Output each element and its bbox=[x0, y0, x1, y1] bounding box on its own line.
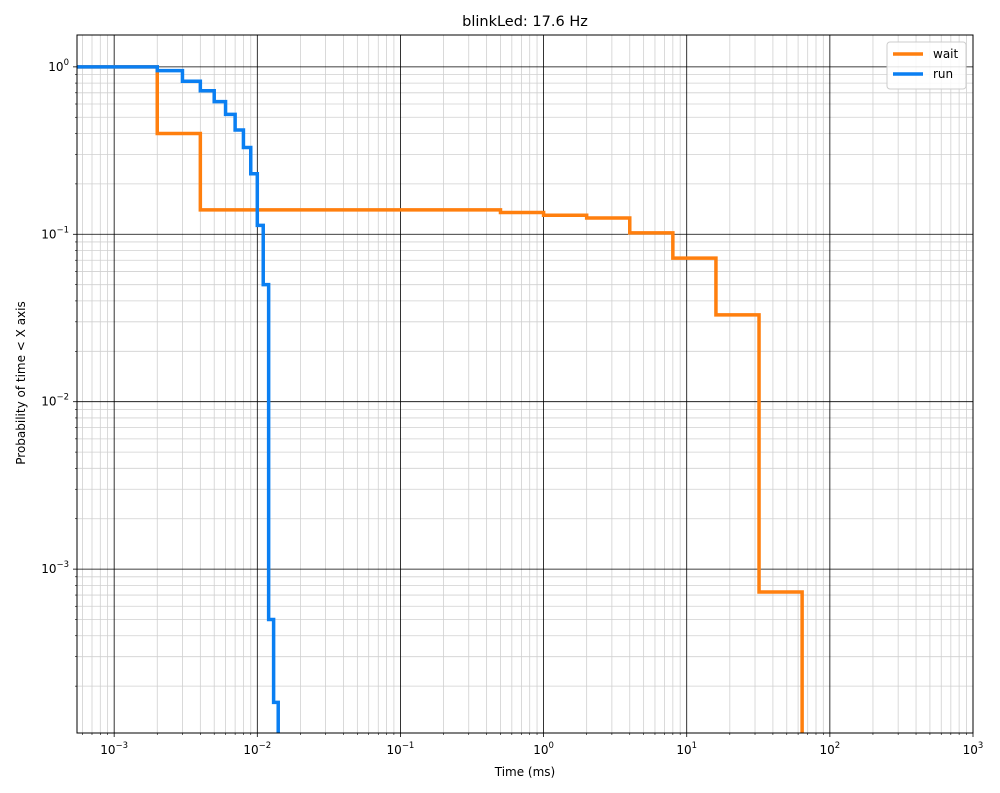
y-tick-base: 10 bbox=[41, 395, 56, 409]
chart-title: blinkLed: 17.6 Hz bbox=[462, 14, 588, 30]
x-tick-label: 103 bbox=[963, 741, 984, 757]
series-line-run bbox=[77, 65, 280, 733]
x-tick-base: 10 bbox=[820, 743, 835, 757]
x-tick-base: 10 bbox=[387, 743, 402, 757]
series-layer bbox=[77, 65, 804, 733]
y-tick-exponent: −1 bbox=[56, 225, 69, 235]
x-tick-exponent: 2 bbox=[835, 741, 840, 751]
y-tick-label: 10−1 bbox=[41, 225, 69, 241]
plot-frame bbox=[76, 34, 974, 734]
x-tick-label: 10−2 bbox=[243, 741, 271, 757]
y-tick-base: 10 bbox=[48, 60, 63, 74]
x-tick-label: 100 bbox=[533, 741, 554, 757]
x-tick-base: 10 bbox=[676, 743, 691, 757]
legend: wait run bbox=[886, 41, 967, 90]
x-tick-label: 101 bbox=[676, 741, 697, 757]
x-tick-exponent: −1 bbox=[402, 741, 415, 751]
legend-label-wait: wait bbox=[933, 47, 959, 61]
x-tick-base: 10 bbox=[243, 743, 258, 757]
y-tick-label: 10−3 bbox=[41, 560, 69, 576]
y-tick-exponent: 0 bbox=[64, 58, 69, 68]
x-tick-label: 10−1 bbox=[387, 741, 415, 757]
y-tick-base: 10 bbox=[41, 562, 56, 576]
x-tick-base: 10 bbox=[533, 743, 548, 757]
y-tick-exponent: −3 bbox=[56, 560, 69, 570]
x-axis-label: Time (ms) bbox=[494, 765, 556, 779]
x-tick-exponent: −2 bbox=[259, 741, 272, 751]
tick-marks bbox=[73, 66, 974, 737]
legend-label-run: run bbox=[933, 67, 953, 81]
x-tick-label: 10−3 bbox=[100, 741, 128, 757]
x-tick-exponent: 1 bbox=[692, 741, 697, 751]
major-gridlines bbox=[77, 35, 974, 733]
x-tick-exponent: 3 bbox=[978, 741, 983, 751]
x-tick-base: 10 bbox=[100, 743, 115, 757]
y-axis-label: Probability of time < X axis bbox=[14, 301, 28, 465]
y-tick-exponent: −2 bbox=[56, 393, 69, 403]
y-tick-base: 10 bbox=[41, 227, 56, 241]
x-tick-base: 10 bbox=[963, 743, 978, 757]
y-tick-label: 10−2 bbox=[41, 393, 69, 409]
x-tick-exponent: −3 bbox=[116, 741, 129, 751]
minor-gridlines bbox=[77, 35, 973, 733]
x-tick-exponent: 0 bbox=[549, 741, 554, 751]
x-tick-label: 102 bbox=[820, 741, 841, 757]
series-line-wait bbox=[77, 65, 804, 733]
x-tick-labels: 10−3 10−2 10−1 100 101 102 103 bbox=[100, 741, 983, 757]
y-tick-label: 100 bbox=[48, 58, 69, 74]
